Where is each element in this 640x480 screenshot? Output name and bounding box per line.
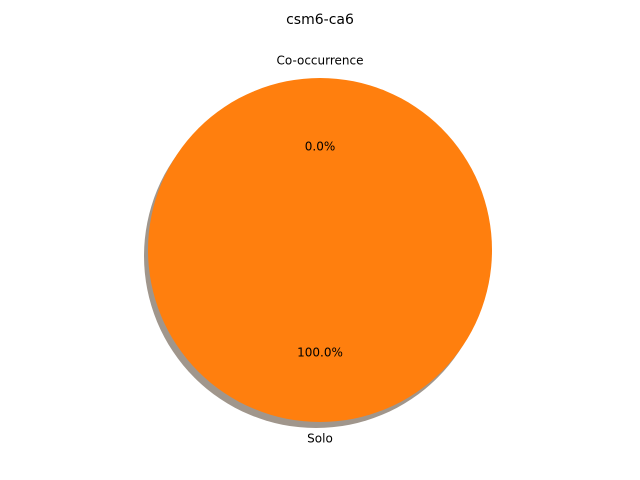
pie-layer (144, 78, 492, 428)
slice-pct-solo: 100.0% (297, 346, 343, 360)
pie-slice-solo (148, 78, 492, 422)
chart-title: csm6-ca6 (286, 12, 354, 28)
slice-label-solo: Solo (307, 432, 333, 446)
slice-label-co-occurrence: Co-occurrence (277, 53, 364, 67)
slice-pct-co-occurrence: 0.0% (305, 139, 336, 153)
pie-label-layer: Co-occurrence 0.0% Solo 100.0% (277, 53, 364, 445)
